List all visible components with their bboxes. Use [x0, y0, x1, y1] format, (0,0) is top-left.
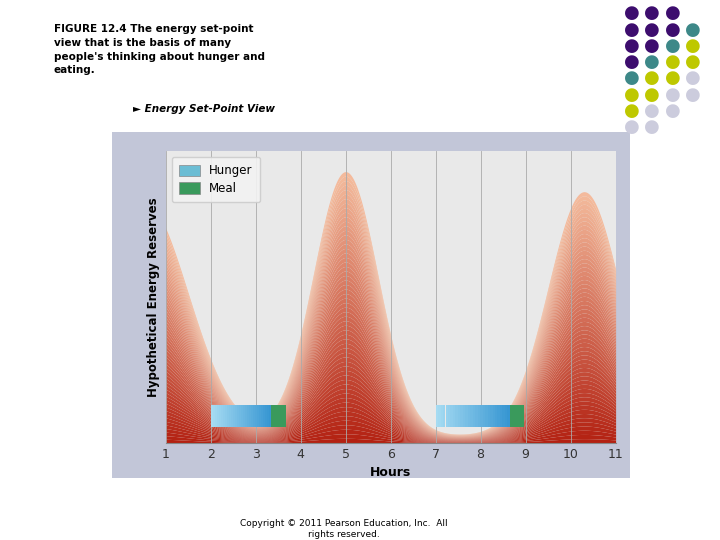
Text: ●: ●: [644, 37, 660, 55]
Bar: [217, 405, 219, 427]
Bar: [495, 405, 498, 427]
Bar: [247, 405, 249, 427]
Bar: [473, 405, 475, 427]
Bar: [259, 405, 261, 427]
Text: ●: ●: [665, 102, 680, 120]
Text: ●: ●: [685, 37, 701, 55]
Bar: [239, 405, 241, 427]
Bar: [470, 405, 473, 427]
Bar: [251, 405, 253, 427]
Bar: [468, 405, 470, 427]
Text: ●: ●: [685, 21, 701, 39]
Legend: Hunger, Meal: Hunger, Meal: [171, 157, 260, 202]
Bar: [465, 405, 468, 427]
Bar: [257, 405, 259, 427]
Text: ●: ●: [624, 69, 640, 87]
Text: ●: ●: [644, 102, 660, 120]
Bar: [212, 405, 215, 427]
Text: ●: ●: [624, 53, 640, 71]
Bar: [436, 405, 438, 427]
Bar: [443, 405, 446, 427]
X-axis label: Hours: Hours: [370, 466, 411, 479]
Text: ●: ●: [665, 85, 680, 104]
Bar: [215, 405, 217, 427]
Bar: [243, 405, 245, 427]
Bar: [237, 405, 239, 427]
Text: ●: ●: [685, 85, 701, 104]
Bar: [261, 405, 264, 427]
Text: ●: ●: [644, 69, 660, 87]
Bar: [463, 405, 465, 427]
Bar: [458, 405, 460, 427]
Bar: [477, 405, 480, 427]
Bar: [482, 405, 485, 427]
Bar: [453, 405, 455, 427]
Text: ●: ●: [685, 53, 701, 71]
Text: ●: ●: [644, 118, 660, 136]
Text: ●: ●: [624, 118, 640, 136]
Bar: [475, 405, 477, 427]
Bar: [448, 405, 451, 427]
Bar: [505, 405, 508, 427]
Bar: [500, 405, 503, 427]
Bar: [451, 405, 453, 427]
Bar: [210, 405, 212, 427]
Text: ●: ●: [665, 69, 680, 87]
Bar: [485, 405, 487, 427]
Bar: [267, 405, 269, 427]
Bar: [487, 405, 490, 427]
Bar: [221, 405, 222, 427]
Bar: [438, 405, 441, 427]
Bar: [455, 405, 458, 427]
Text: ●: ●: [665, 21, 680, 39]
Bar: [264, 405, 265, 427]
Text: ●: ●: [624, 102, 640, 120]
Bar: [498, 405, 500, 427]
Bar: [241, 405, 243, 427]
Text: ●: ●: [644, 85, 660, 104]
Text: ●: ●: [685, 69, 701, 87]
Bar: [233, 405, 235, 427]
Bar: [229, 405, 231, 427]
Text: ●: ●: [624, 21, 640, 39]
Bar: [235, 405, 237, 427]
Bar: [222, 405, 225, 427]
Bar: [227, 405, 229, 427]
Text: ●: ●: [624, 4, 640, 23]
Bar: [231, 405, 233, 427]
Text: ●: ●: [665, 53, 680, 71]
Bar: [492, 405, 495, 427]
Bar: [253, 405, 255, 427]
Text: ●: ●: [644, 4, 660, 23]
Text: ●: ●: [624, 85, 640, 104]
Text: ●: ●: [624, 37, 640, 55]
Bar: [249, 405, 251, 427]
Bar: [255, 405, 257, 427]
Bar: [245, 405, 247, 427]
Text: ●: ●: [644, 53, 660, 71]
Bar: [503, 405, 505, 427]
Y-axis label: Hypothetical Energy Reserves: Hypothetical Energy Reserves: [147, 197, 160, 397]
Text: ●: ●: [665, 4, 680, 23]
Bar: [510, 405, 524, 427]
Text: ► Energy Set-Point View: ► Energy Set-Point View: [133, 104, 275, 114]
Bar: [219, 405, 221, 427]
Bar: [460, 405, 463, 427]
Text: Copyright © 2011 Pearson Education, Inc.  All
rights reserved.: Copyright © 2011 Pearson Education, Inc.…: [240, 519, 448, 539]
Bar: [480, 405, 482, 427]
Text: ●: ●: [644, 21, 660, 39]
Bar: [446, 405, 448, 427]
Bar: [269, 405, 271, 427]
Bar: [265, 405, 267, 427]
Bar: [441, 405, 443, 427]
Bar: [508, 405, 510, 427]
Bar: [490, 405, 492, 427]
Bar: [225, 405, 227, 427]
Text: ●: ●: [665, 37, 680, 55]
Text: FIGURE 12.4 The energy set-point
view that is the basis of many
people's thinkin: FIGURE 12.4 The energy set-point view th…: [54, 24, 265, 75]
Bar: [271, 405, 286, 427]
